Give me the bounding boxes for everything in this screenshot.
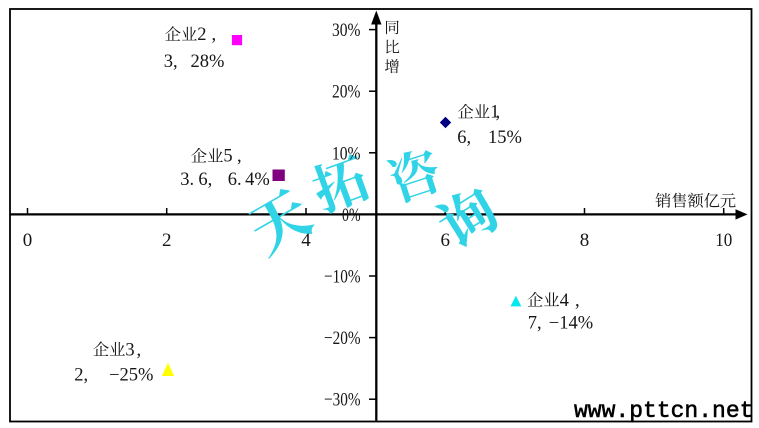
svg-text:,: , [237,147,242,167]
svg-text:−25%: −25% [109,366,153,386]
svg-text:,: , [575,291,580,311]
svg-text:,: , [137,340,142,360]
svg-text:2: 2 [162,230,172,251]
svg-text:−20%: −20% [324,328,361,349]
svg-text:4: 4 [301,230,311,251]
svg-text:4%: 4% [245,170,270,190]
svg-text:15%: 15% [488,128,522,148]
svg-text:7,: 7, [528,314,542,334]
svg-text:,: , [212,25,217,45]
svg-text:3.: 3. [180,170,194,190]
svg-text:10: 10 [715,230,732,251]
svg-text:3,: 3, [164,52,178,72]
svg-text:5: 5 [223,147,232,167]
svg-text:30%: 30% [332,20,361,41]
svg-text:−30%: −30% [324,390,361,411]
svg-text:2,: 2, [74,366,88,386]
svg-text:0%: 0% [342,205,361,226]
svg-text:8: 8 [580,230,590,251]
svg-text:www.pttcn.net: www.pttcn.net [574,398,753,424]
svg-text:−10%: −10% [324,267,361,288]
svg-text:1: 1 [490,103,499,123]
svg-text:4: 4 [560,291,569,311]
svg-text:,: , [496,103,501,123]
svg-text:−14%: −14% [549,314,593,334]
svg-text:0: 0 [23,230,33,251]
svg-text:6.: 6. [228,170,242,190]
svg-text:6,: 6, [457,128,471,148]
svg-text:2: 2 [197,25,206,45]
svg-text:3: 3 [125,340,134,360]
svg-text:6,: 6, [198,170,212,190]
svg-text:6: 6 [440,230,450,251]
svg-text:28%: 28% [191,52,225,72]
svg-text:10%: 10% [332,143,361,164]
svg-text:20%: 20% [332,82,361,103]
